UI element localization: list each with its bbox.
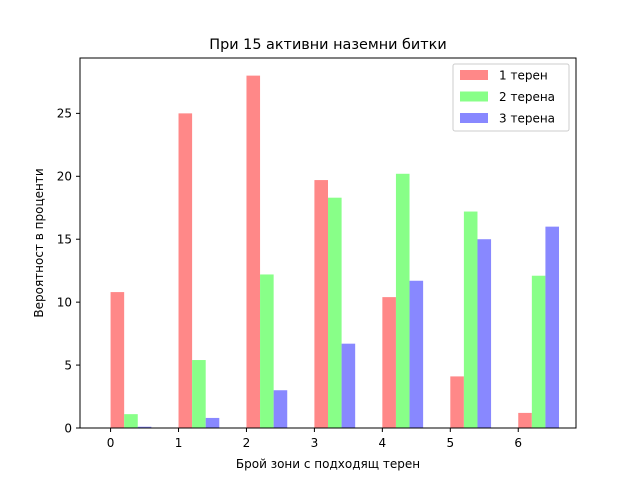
- bar-series3-cat3: [341, 343, 356, 428]
- bar-series3-cat4: [409, 280, 424, 428]
- y-axis-label: Вероятност в проценти: [32, 168, 46, 317]
- bar-series3-cat0: [137, 426, 152, 428]
- y-tick-label: 10: [57, 295, 72, 309]
- bar-series3-cat6: [545, 226, 560, 428]
- x-tick-label: 3: [311, 436, 319, 450]
- y-tick-label: 20: [57, 170, 72, 184]
- legend-swatch: [460, 113, 488, 123]
- y-tick-label: 25: [57, 107, 72, 121]
- bars-group: [110, 75, 560, 429]
- bar-series1-cat3: [314, 180, 328, 428]
- bar-series3-cat1: [205, 417, 220, 428]
- x-tick-label: 5: [446, 436, 454, 450]
- plot-frame: [79, 57, 577, 429]
- bar-series2-cat2: [260, 274, 274, 428]
- bar-series2-cat3: [328, 197, 342, 428]
- y-tick-label: 5: [64, 358, 72, 372]
- x-tick-label: 2: [243, 436, 251, 450]
- bar-series1-cat1: [178, 113, 193, 429]
- bar-series2-cat4: [395, 173, 410, 428]
- legend-label: 1 терен: [499, 68, 548, 82]
- x-axis-ticks: 0 1 2 3 4 5 6: [107, 428, 522, 450]
- bar-series1-cat6: [518, 412, 532, 428]
- y-tick-label: 15: [57, 233, 72, 247]
- legend: 1 терен 2 терена 3 терена: [452, 63, 570, 132]
- chart-title: При 15 активни наземни битки: [209, 37, 446, 53]
- x-tick-label: 4: [379, 436, 387, 450]
- legend-swatch: [460, 70, 488, 80]
- x-tick-label: 1: [175, 436, 183, 450]
- bar-series1-cat4: [382, 297, 396, 428]
- bar-series1-cat2: [246, 75, 261, 428]
- bar-series1-cat0: [110, 292, 125, 428]
- x-tick-label: 0: [107, 436, 115, 450]
- bar-series3-cat2: [273, 390, 288, 428]
- bar-series2-cat1: [192, 360, 206, 428]
- y-tick-label: 0: [64, 421, 72, 435]
- bar-series2-cat0: [124, 414, 138, 428]
- y-axis-ticks: 0 5 10 15 20 25: [57, 107, 80, 435]
- x-tick-label: 6: [514, 436, 522, 450]
- x-axis-label: Брой зони с подходящ терен: [236, 457, 420, 471]
- bar-series3-cat5: [477, 239, 492, 428]
- bar-series1-cat5: [450, 376, 464, 428]
- legend-label: 3 терена: [499, 111, 555, 125]
- legend-swatch: [460, 91, 488, 102]
- legend-label: 2 терена: [499, 90, 555, 104]
- bar-series2-cat5: [463, 211, 478, 428]
- bar-series2-cat6: [531, 275, 546, 428]
